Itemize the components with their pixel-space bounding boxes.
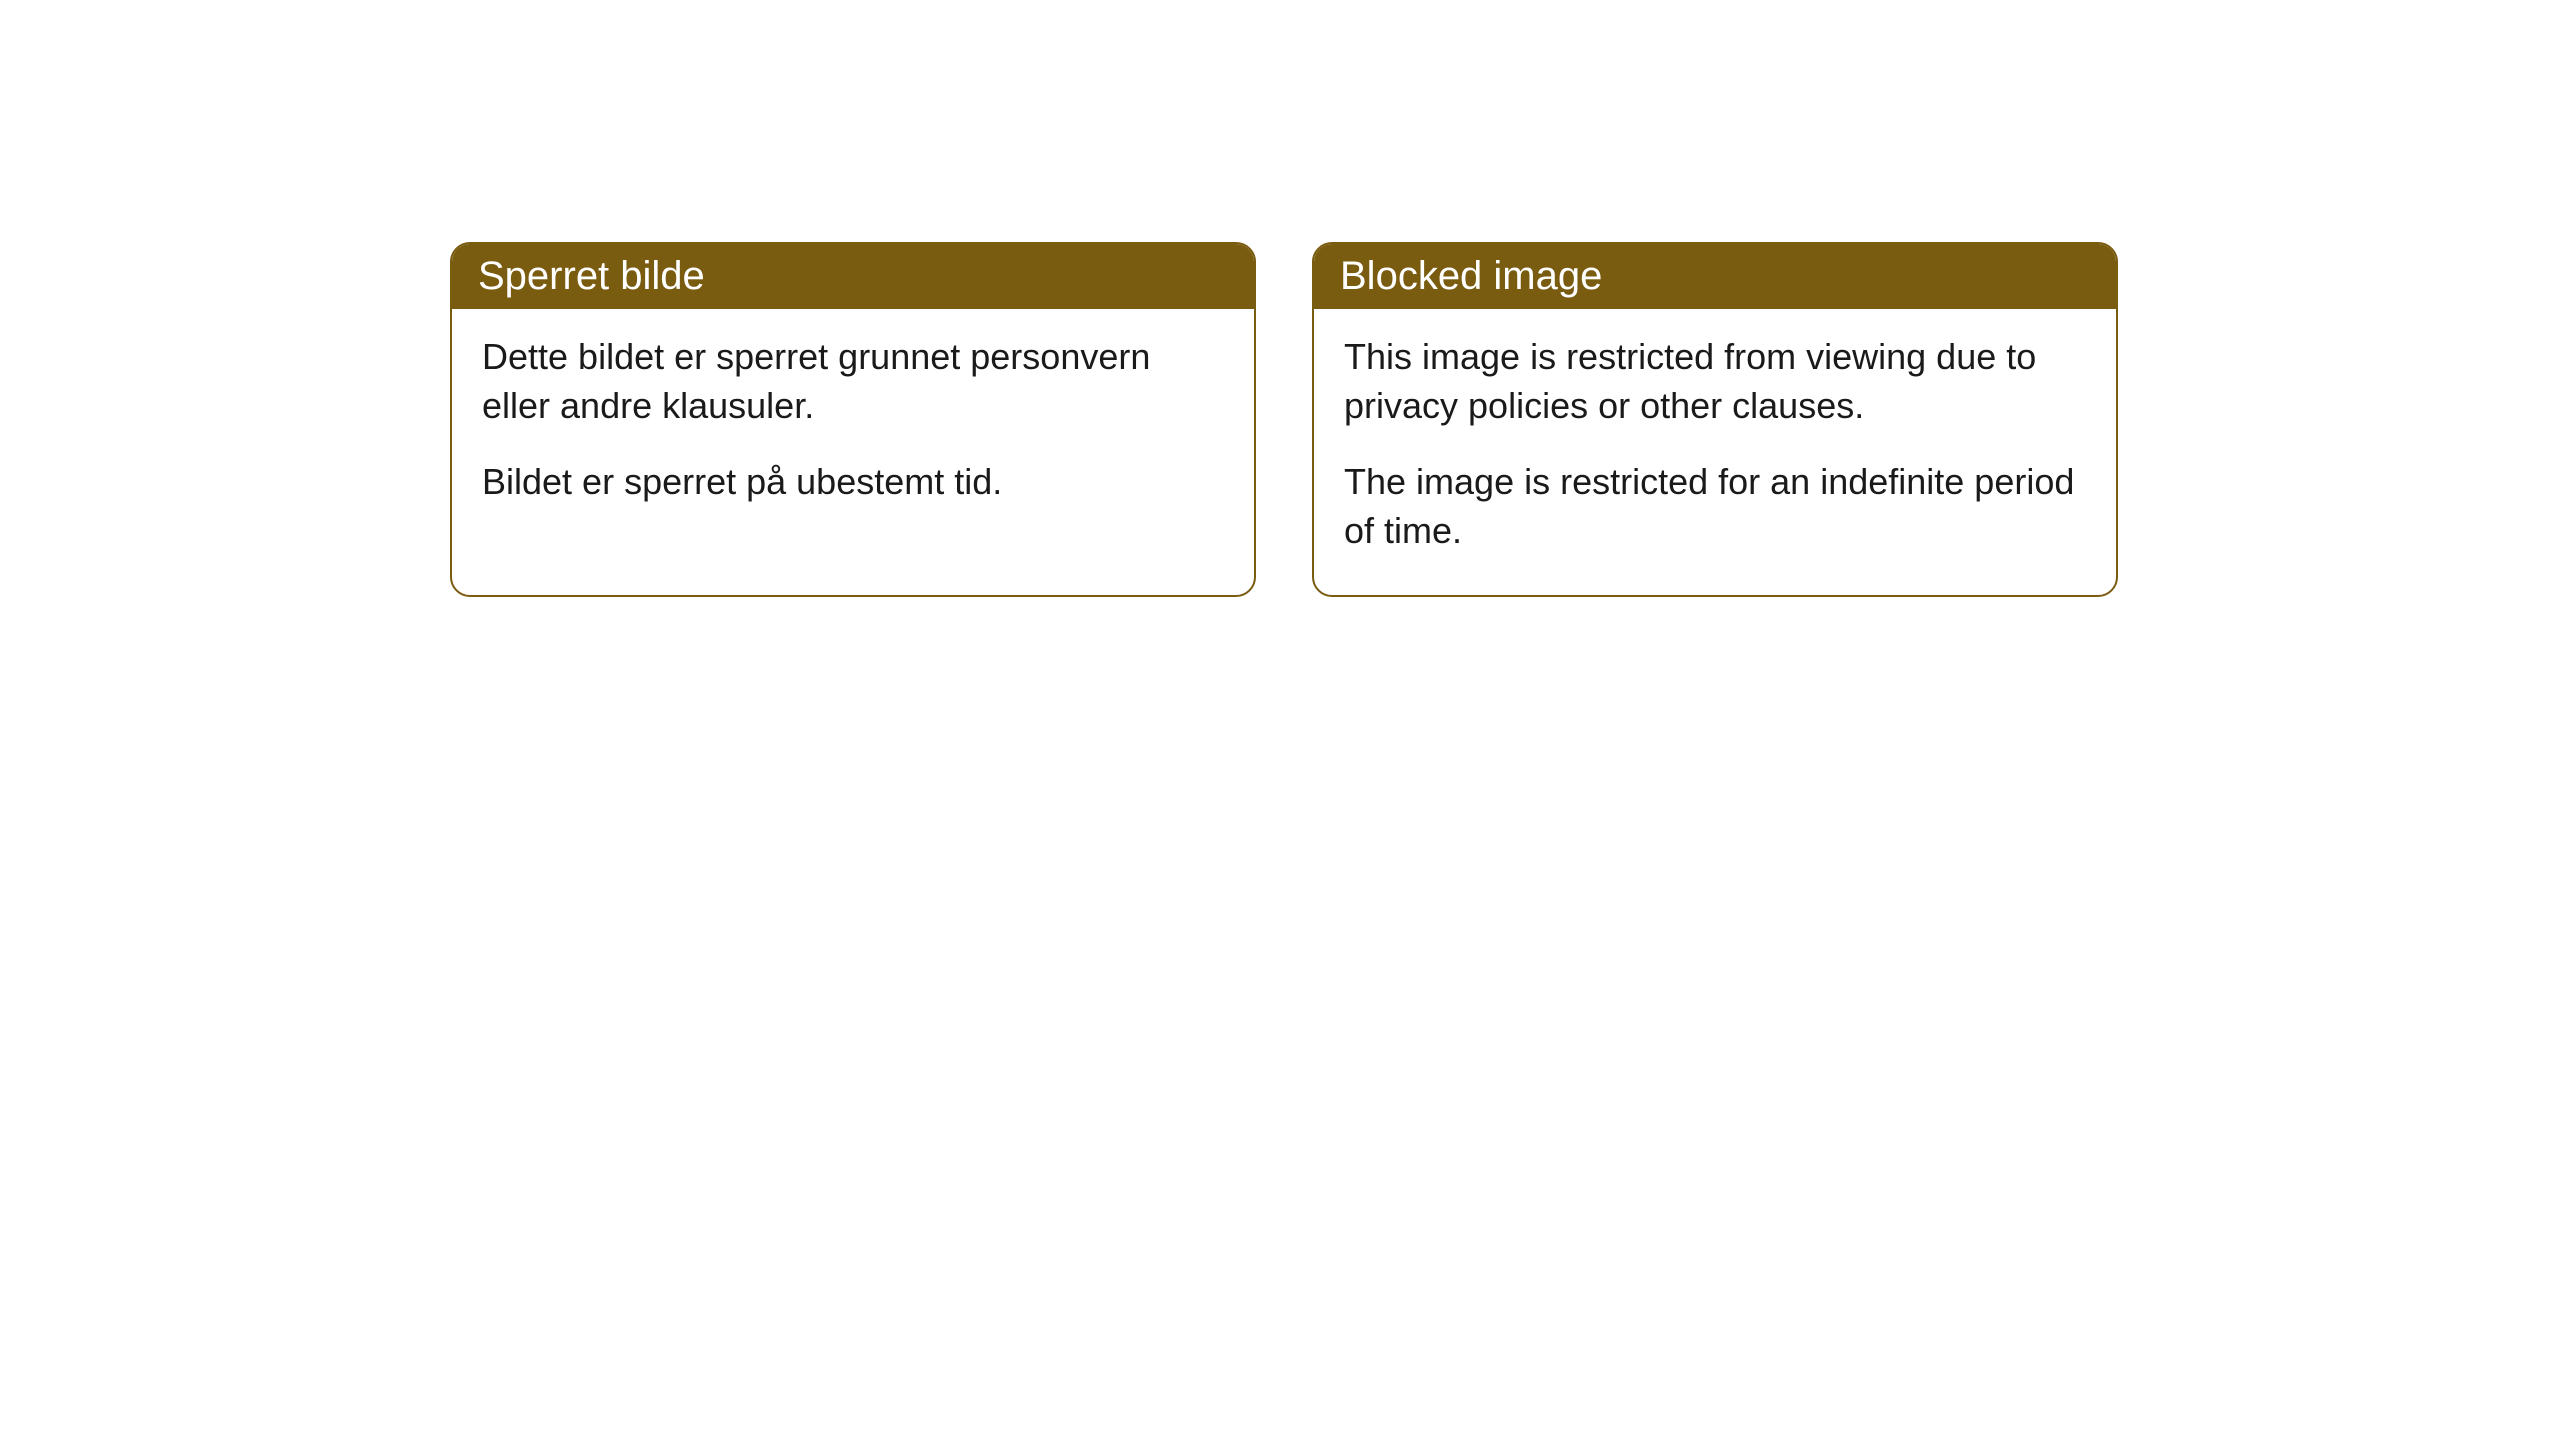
blocked-image-card-no: Sperret bilde Dette bildet er sperret gr… <box>450 242 1256 597</box>
card-body: This image is restricted from viewing du… <box>1314 309 2116 595</box>
card-body: Dette bildet er sperret grunnet personve… <box>452 309 1254 547</box>
card-paragraph: Dette bildet er sperret grunnet personve… <box>482 333 1224 430</box>
card-paragraph: This image is restricted from viewing du… <box>1344 333 2086 430</box>
card-paragraph: Bildet er sperret på ubestemt tid. <box>482 458 1224 507</box>
card-title: Sperret bilde <box>452 244 1254 309</box>
card-paragraph: The image is restricted for an indefinit… <box>1344 458 2086 555</box>
notice-cards-container: Sperret bilde Dette bildet er sperret gr… <box>450 242 2118 597</box>
blocked-image-card-en: Blocked image This image is restricted f… <box>1312 242 2118 597</box>
card-title: Blocked image <box>1314 244 2116 309</box>
